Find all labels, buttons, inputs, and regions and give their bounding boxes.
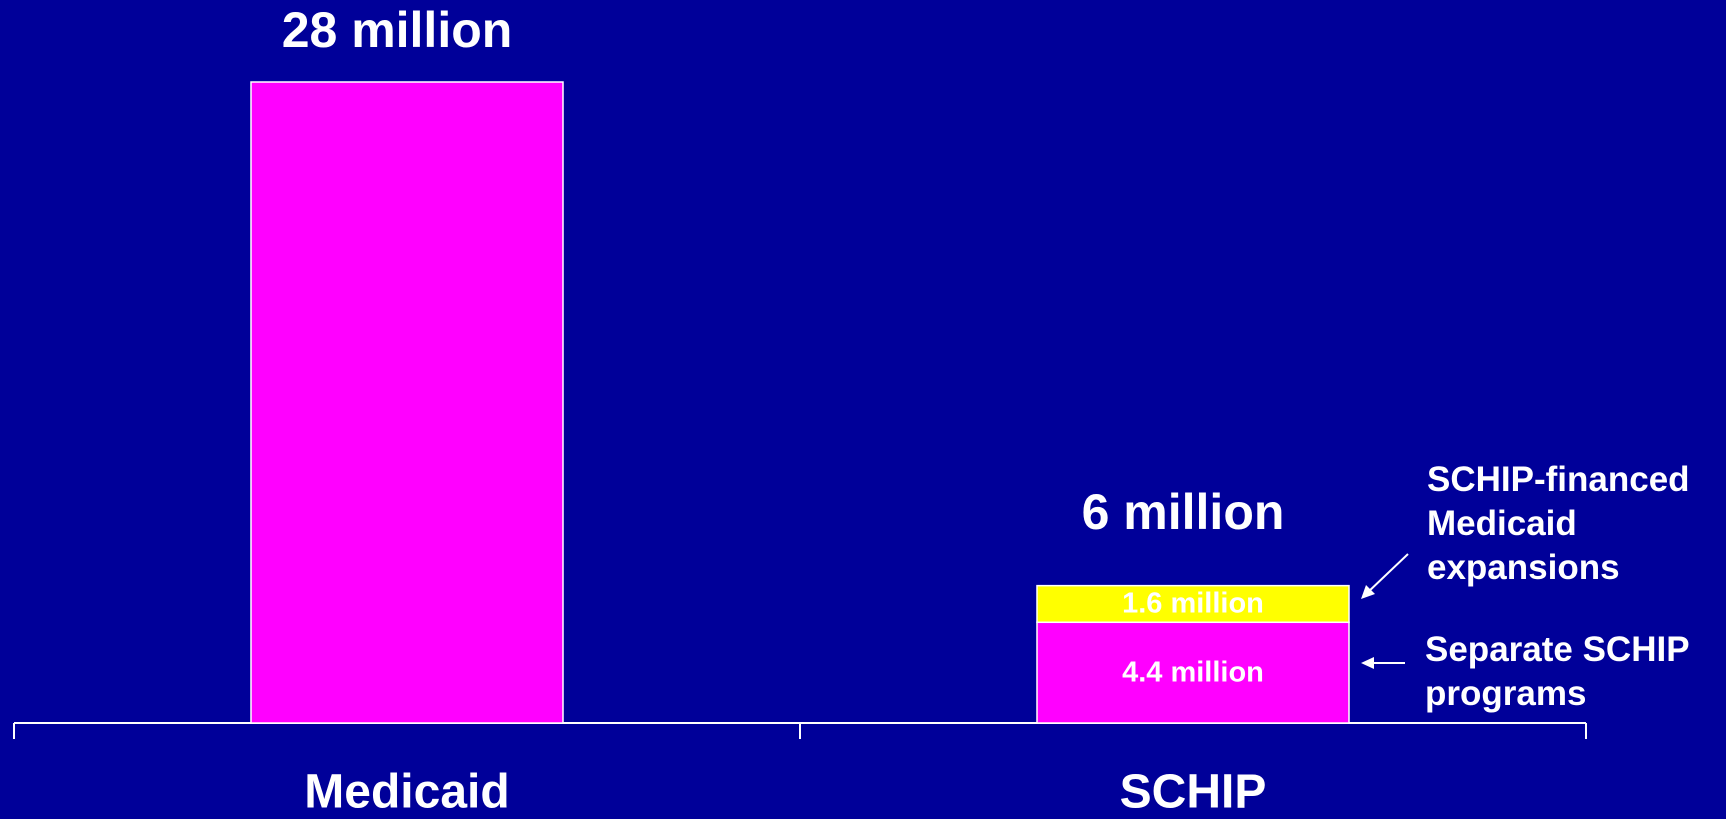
bar-segment [250,81,564,724]
data-label: 1.6 million [1122,588,1264,620]
bar-segment [1036,621,1350,724]
arrow-head [1361,585,1375,599]
x-tick-label: SCHIP [1120,766,1267,819]
data-label: 4.4 million [1122,656,1264,688]
data-label: 28 million [282,2,513,58]
x-tick-label: Medicaid [304,766,509,819]
annotation: SCHIP-financed Medicaid expansions [1427,460,1690,587]
arrow [1365,553,1409,595]
annotation: Separate SCHIP programs [1425,630,1689,713]
arrow-head [1361,657,1374,669]
bar-segment [1036,584,1350,624]
total-label: 6 million [1082,484,1285,540]
